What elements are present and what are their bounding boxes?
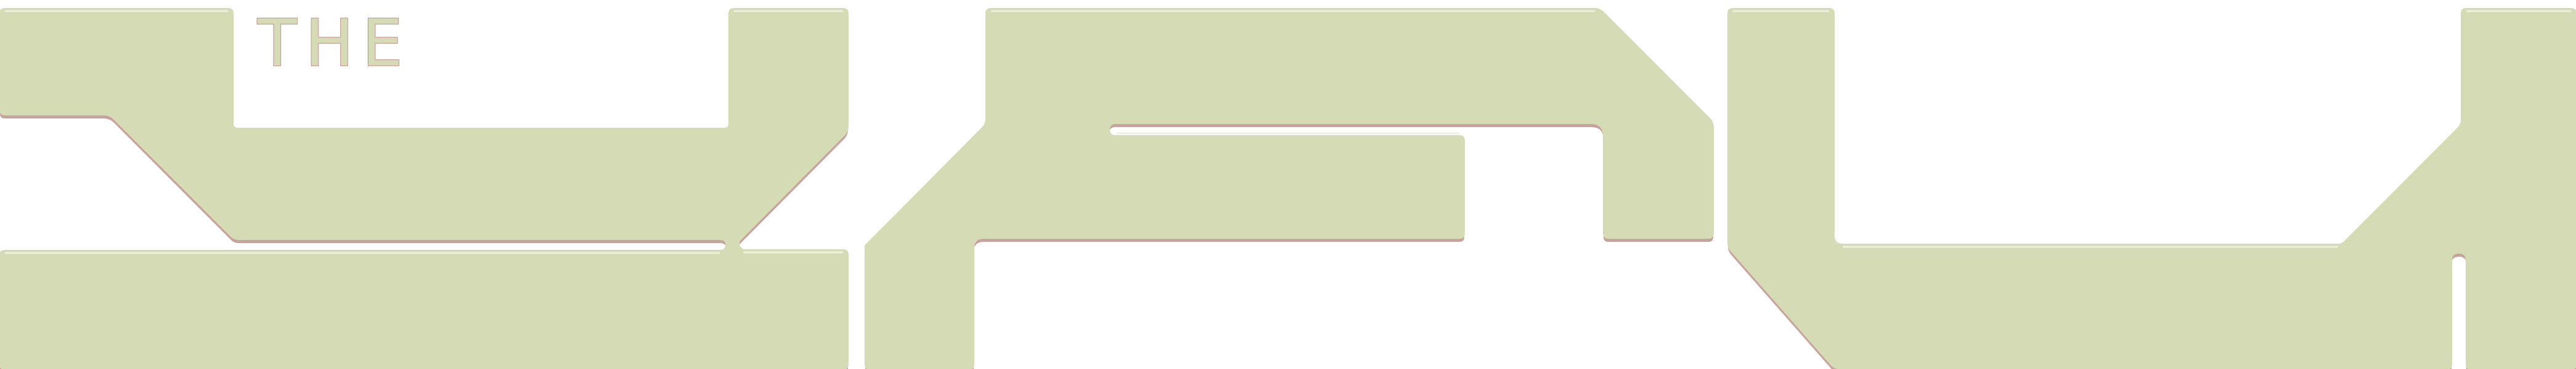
wordmark-glyph-1	[0, 8, 849, 369]
tagline: THE	[257, 6, 411, 81]
wordmark-glyph-2	[865, 8, 1714, 369]
wordmark-glyph-3	[1727, 8, 2576, 369]
